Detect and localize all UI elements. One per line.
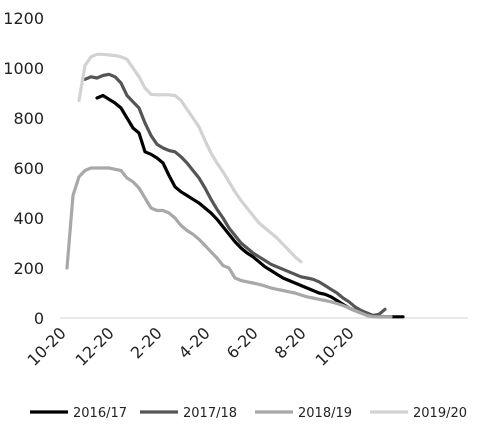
y-tick-label: 1000 <box>3 59 44 78</box>
x-axis-labels: 10-20 12-20 2-20 4-20 6-20 8-20 10-20 <box>24 323 358 369</box>
x-tick-label: 6-20 <box>223 323 262 362</box>
series-line-2018-19 <box>65 166 393 319</box>
y-tick-label: 400 <box>13 209 44 228</box>
series-lines <box>65 52 405 319</box>
y-tick-label: 600 <box>13 159 44 178</box>
y-tick-label: 0 <box>34 309 44 328</box>
series-line-2017-18 <box>83 72 387 318</box>
legend: 2016/17 2017/18 2018/19 2019/20 <box>30 406 467 421</box>
x-tick-label: 10-20 <box>312 323 358 369</box>
x-tick-label: 2-20 <box>127 323 166 362</box>
legend-label: 2018/19 <box>298 406 352 421</box>
legend-label: 2019/20 <box>413 406 467 421</box>
series-line-2019-20 <box>77 52 303 264</box>
y-axis-labels: 0 200 400 600 800 1000 1200 <box>3 9 44 328</box>
legend-label: 2017/18 <box>183 406 237 421</box>
y-tick-label: 200 <box>13 259 44 278</box>
x-tick-label: 10-20 <box>24 323 70 369</box>
x-tick-label: 12-20 <box>72 323 118 369</box>
legend-label: 2016/17 <box>73 406 127 421</box>
y-tick-label: 1200 <box>3 9 44 28</box>
x-tick-label: 8-20 <box>271 323 310 362</box>
x-tick-label: 4-20 <box>175 323 214 362</box>
y-tick-label: 800 <box>13 109 44 128</box>
